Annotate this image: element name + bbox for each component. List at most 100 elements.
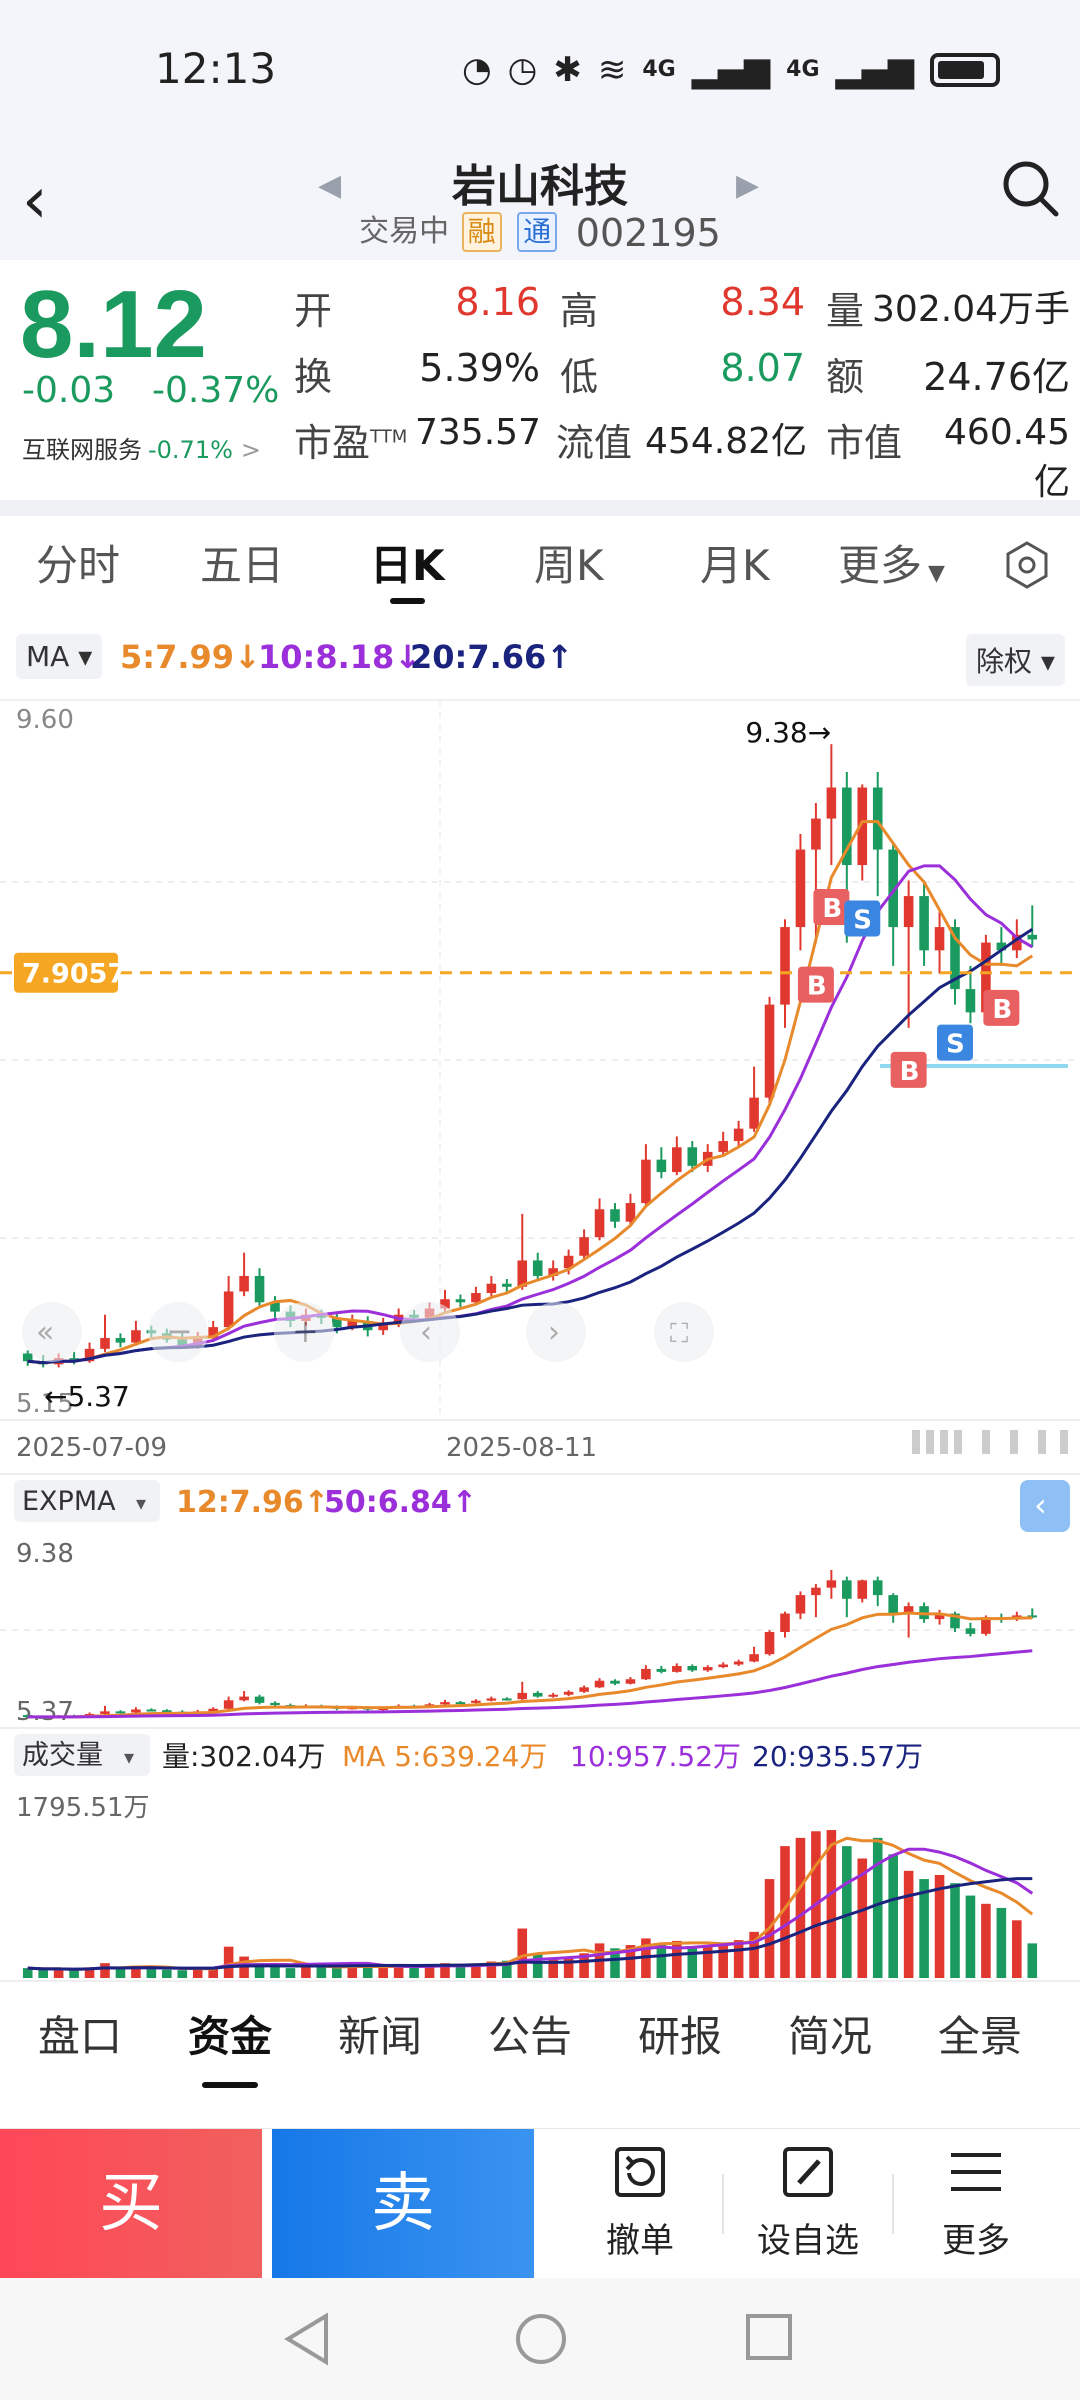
ma-indicator-row: MA ▾ 5:7.99↓ 10:8.18↓ 20:7.66↑ 除权 ▾ [0, 620, 1080, 690]
volume-bar [996, 1907, 1007, 1978]
stock-subline: 交易中 融 通 002195 [0, 206, 1080, 255]
expma-candle [702, 1667, 713, 1671]
zoom-minus-button[interactable] [148, 1302, 208, 1362]
tab-monthly-k[interactable]: 月K [700, 541, 770, 590]
candle [749, 1097, 759, 1129]
next-stock-icon[interactable]: ▶ [736, 168, 760, 203]
candle [440, 1299, 450, 1309]
scroll-left-button[interactable] [400, 1302, 460, 1362]
prev-stock-icon[interactable]: ◀ [318, 168, 342, 203]
candle [672, 1147, 682, 1173]
cancel-order-icon [615, 2147, 665, 2197]
tab-handicap[interactable]: 盘口 [38, 2012, 123, 2061]
expma-select[interactable]: EXPMA [22, 1486, 116, 1517]
signal-4g-icon-2: 4G [786, 57, 820, 82]
volume-bar [749, 1931, 759, 1978]
ma-select[interactable]: MA ▾ [16, 634, 103, 679]
more-actions-button[interactable]: 更多 [896, 2143, 1056, 2262]
expma-candle [270, 1702, 280, 1706]
candle [888, 849, 898, 928]
volume-bar [563, 1956, 574, 1978]
nav-recents-icon[interactable] [744, 2312, 794, 2362]
high-label: 高 [560, 289, 599, 333]
nav-home-icon[interactable] [514, 2312, 568, 2366]
signal-label: B [807, 972, 827, 1002]
ma-lines-group [27, 820, 1034, 1365]
tab-daily-k[interactable]: 日K [370, 516, 445, 616]
wifi-icon: ≋ [597, 50, 627, 90]
tab-intraday[interactable]: 分时 [36, 541, 121, 590]
expma-bottom-label: 5.37 [16, 1697, 74, 1727]
volume-bar [378, 1966, 388, 1978]
volume-bar [146, 1968, 157, 1978]
candle [270, 1302, 280, 1312]
candle [378, 1324, 388, 1331]
volume-bar [981, 1903, 991, 1978]
volume-bar [347, 1964, 358, 1978]
back-icon[interactable]: ‹ [22, 164, 48, 238]
tab-profile[interactable]: 简况 [788, 2012, 873, 2061]
volume-bar [1027, 1943, 1038, 1978]
expma-candle [517, 1692, 528, 1700]
volume-bar [486, 1961, 497, 1978]
ma20-value: 20:7.66↑ [410, 638, 574, 676]
expma-select-bg[interactable] [14, 1480, 160, 1522]
candle [610, 1209, 620, 1222]
caret-down-icon: ▼ [928, 561, 945, 586]
candle [22, 1353, 33, 1362]
signal-badge [844, 900, 881, 937]
date-mid: 2025-08-11 [446, 1433, 597, 1463]
candle [625, 1203, 636, 1222]
buy-button[interactable]: 买 [0, 2129, 262, 2279]
chevron-left-icon: ‹ [1034, 1486, 1047, 1524]
signal-badge [983, 989, 1020, 1026]
expma-candle [672, 1665, 682, 1672]
tab-research[interactable]: 研报 [638, 2012, 723, 2061]
zoom-out-button[interactable] [22, 1302, 82, 1362]
open-label: 开 [294, 289, 333, 333]
tab-news[interactable]: 新闻 [338, 2012, 423, 2061]
expma-candle [780, 1613, 790, 1633]
svg-text:‹: ‹ [420, 1315, 432, 1350]
sell-button[interactable]: 卖 [272, 2129, 534, 2279]
volume-select[interactable]: 成交量 [22, 1740, 103, 1771]
volume-bar [393, 1965, 404, 1978]
add-watchlist-button[interactable]: 设自选 [728, 2143, 888, 2262]
zoom-plus-button[interactable] [274, 1302, 334, 1362]
ma5-line [27, 820, 1034, 1365]
volume-value: 302.04万手 [872, 289, 1070, 330]
pe-value: 735.57 [415, 412, 541, 453]
volume-bar [208, 1968, 218, 1978]
nav-back-icon[interactable] [282, 2312, 332, 2366]
signal-label: S [946, 1030, 965, 1060]
volume-bar [131, 1965, 141, 1978]
settings-icon[interactable] [1002, 540, 1052, 590]
sector-link[interactable]: 互联网服务 -0.71% > [22, 430, 261, 465]
volume-bar [857, 1858, 868, 1978]
tab-capital[interactable]: 资金 [188, 1982, 272, 2092]
tab-weekly-k[interactable]: 周K [534, 541, 604, 590]
expma-candle [641, 1668, 651, 1680]
volume-bar [69, 1970, 79, 1978]
volume-bar [733, 1940, 744, 1978]
candle [254, 1275, 265, 1303]
candle [502, 1283, 512, 1287]
volume-select-bg[interactable] [14, 1734, 150, 1776]
collapse-panel-button[interactable] [1020, 1480, 1070, 1532]
tab-more[interactable]: 更多 ▼ [838, 541, 945, 590]
tab-five-day[interactable]: 五日 [200, 541, 285, 590]
volume-bar [532, 1953, 543, 1978]
adjust-select[interactable]: 除权 ▾ [966, 634, 1065, 686]
tab-announcements[interactable]: 公告 [488, 2012, 573, 2061]
price-change-pct: -0.37% [152, 370, 280, 411]
tab-overview[interactable]: 全景 [938, 2012, 1023, 2061]
search-icon[interactable] [1000, 158, 1060, 218]
volume-value-label: 量:302.04万 [162, 1740, 325, 1773]
fullscreen-button[interactable] [654, 1302, 714, 1362]
svg-text:▾: ▾ [136, 1491, 146, 1515]
volume-bar [22, 1968, 33, 1978]
cancel-order-button[interactable]: 撤单 [560, 2143, 720, 2262]
scroll-right-button[interactable] [526, 1302, 586, 1362]
